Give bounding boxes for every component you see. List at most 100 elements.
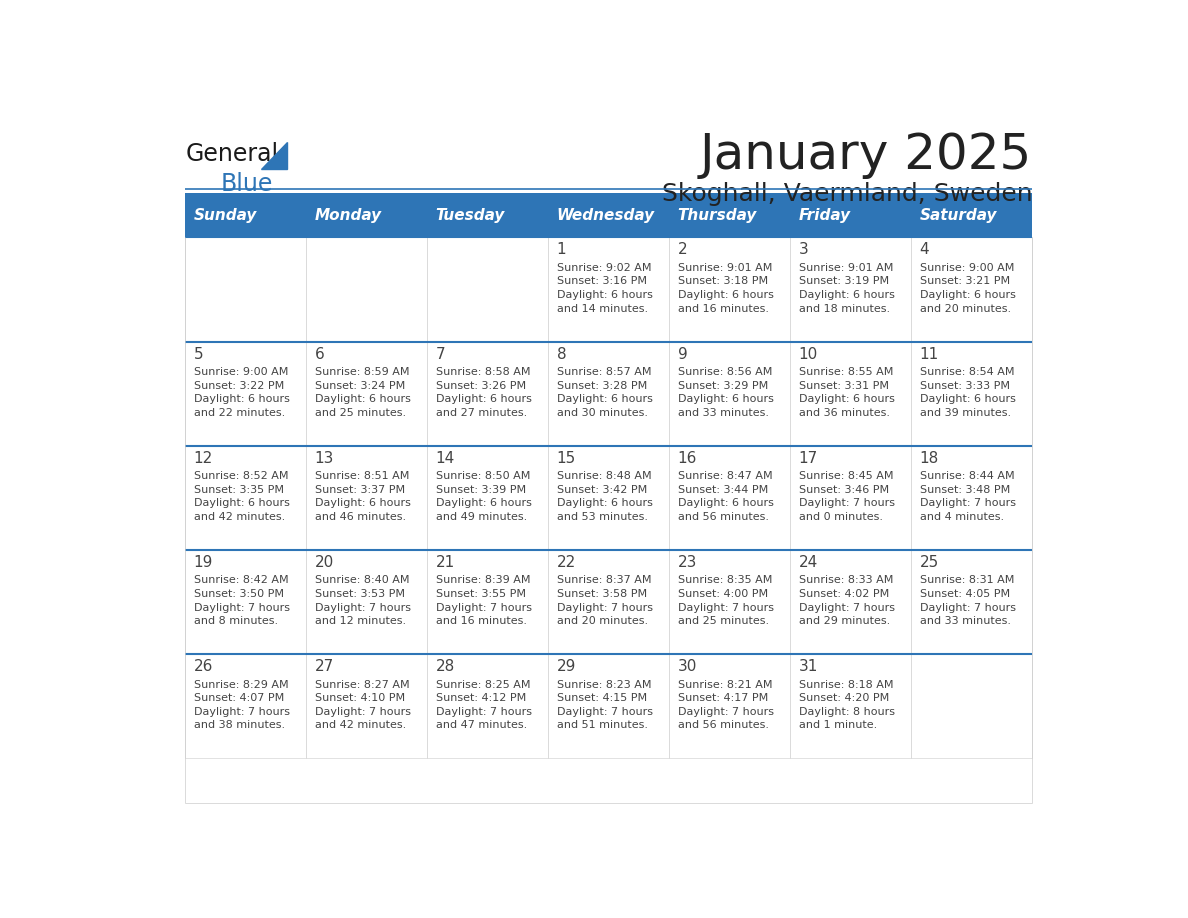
Bar xyxy=(790,341,911,446)
Text: Sunrise: 8:52 AM
Sunset: 3:35 PM
Daylight: 6 hours
and 42 minutes.: Sunrise: 8:52 AM Sunset: 3:35 PM Dayligh… xyxy=(194,471,290,522)
Text: Sunrise: 8:21 AM
Sunset: 4:17 PM
Daylight: 7 hours
and 56 minutes.: Sunrise: 8:21 AM Sunset: 4:17 PM Dayligh… xyxy=(677,679,773,731)
Bar xyxy=(428,193,549,238)
Bar xyxy=(669,341,790,446)
Bar xyxy=(549,341,669,446)
Text: Sunrise: 8:40 AM
Sunset: 3:53 PM
Daylight: 7 hours
and 12 minutes.: Sunrise: 8:40 AM Sunset: 3:53 PM Dayligh… xyxy=(315,576,411,626)
Text: 25: 25 xyxy=(920,554,939,570)
Bar xyxy=(307,655,428,758)
Bar xyxy=(669,655,790,758)
Text: 8: 8 xyxy=(557,346,567,362)
Text: 12: 12 xyxy=(194,451,213,465)
Bar xyxy=(307,193,428,238)
Text: 4: 4 xyxy=(920,242,929,257)
Bar xyxy=(790,238,911,341)
Bar xyxy=(790,550,911,655)
Text: Sunrise: 9:01 AM
Sunset: 3:19 PM
Daylight: 6 hours
and 18 minutes.: Sunrise: 9:01 AM Sunset: 3:19 PM Dayligh… xyxy=(798,263,895,314)
Text: 10: 10 xyxy=(798,346,817,362)
Text: 16: 16 xyxy=(677,451,697,465)
Text: 18: 18 xyxy=(920,451,939,465)
Text: Sunrise: 8:18 AM
Sunset: 4:20 PM
Daylight: 8 hours
and 1 minute.: Sunrise: 8:18 AM Sunset: 4:20 PM Dayligh… xyxy=(798,679,895,731)
Bar xyxy=(911,341,1032,446)
Text: Sunrise: 8:25 AM
Sunset: 4:12 PM
Daylight: 7 hours
and 47 minutes.: Sunrise: 8:25 AM Sunset: 4:12 PM Dayligh… xyxy=(436,679,531,731)
Text: Sunrise: 9:00 AM
Sunset: 3:22 PM
Daylight: 6 hours
and 22 minutes.: Sunrise: 9:00 AM Sunset: 3:22 PM Dayligh… xyxy=(194,367,290,418)
Text: Skoghall, Vaermland, Sweden: Skoghall, Vaermland, Sweden xyxy=(662,183,1032,207)
Bar xyxy=(428,341,549,446)
Bar xyxy=(549,550,669,655)
Bar xyxy=(669,193,790,238)
Bar xyxy=(790,655,911,758)
Text: Sunrise: 8:31 AM
Sunset: 4:05 PM
Daylight: 7 hours
and 33 minutes.: Sunrise: 8:31 AM Sunset: 4:05 PM Dayligh… xyxy=(920,576,1016,626)
Text: 17: 17 xyxy=(798,451,817,465)
Bar xyxy=(549,446,669,550)
Bar xyxy=(428,238,549,341)
Text: Sunrise: 8:56 AM
Sunset: 3:29 PM
Daylight: 6 hours
and 33 minutes.: Sunrise: 8:56 AM Sunset: 3:29 PM Dayligh… xyxy=(677,367,773,418)
Bar xyxy=(307,446,428,550)
Text: 28: 28 xyxy=(436,659,455,674)
Text: Blue: Blue xyxy=(220,173,273,196)
Bar xyxy=(790,193,911,238)
Text: January 2025: January 2025 xyxy=(700,131,1032,179)
Text: Sunrise: 8:51 AM
Sunset: 3:37 PM
Daylight: 6 hours
and 46 minutes.: Sunrise: 8:51 AM Sunset: 3:37 PM Dayligh… xyxy=(315,471,411,522)
Bar xyxy=(669,550,790,655)
Bar xyxy=(911,193,1032,238)
Text: Monday: Monday xyxy=(315,207,381,223)
Text: Sunrise: 8:54 AM
Sunset: 3:33 PM
Daylight: 6 hours
and 39 minutes.: Sunrise: 8:54 AM Sunset: 3:33 PM Dayligh… xyxy=(920,367,1016,418)
Text: 2: 2 xyxy=(677,242,688,257)
Bar xyxy=(911,238,1032,341)
Text: Sunrise: 8:47 AM
Sunset: 3:44 PM
Daylight: 6 hours
and 56 minutes.: Sunrise: 8:47 AM Sunset: 3:44 PM Dayligh… xyxy=(677,471,773,522)
Text: General: General xyxy=(185,142,278,166)
Text: 26: 26 xyxy=(194,659,213,674)
Text: Sunrise: 8:57 AM
Sunset: 3:28 PM
Daylight: 6 hours
and 30 minutes.: Sunrise: 8:57 AM Sunset: 3:28 PM Dayligh… xyxy=(557,367,652,418)
Bar xyxy=(911,446,1032,550)
Bar xyxy=(428,655,549,758)
Polygon shape xyxy=(261,142,286,169)
Text: Wednesday: Wednesday xyxy=(557,207,655,223)
Text: 7: 7 xyxy=(436,346,446,362)
Bar xyxy=(428,550,549,655)
Text: Sunrise: 8:44 AM
Sunset: 3:48 PM
Daylight: 7 hours
and 4 minutes.: Sunrise: 8:44 AM Sunset: 3:48 PM Dayligh… xyxy=(920,471,1016,522)
Text: Sunrise: 8:48 AM
Sunset: 3:42 PM
Daylight: 6 hours
and 53 minutes.: Sunrise: 8:48 AM Sunset: 3:42 PM Dayligh… xyxy=(557,471,652,522)
Text: 1: 1 xyxy=(557,242,567,257)
Bar xyxy=(185,193,307,238)
Text: Thursday: Thursday xyxy=(677,207,757,223)
Text: Sunrise: 8:59 AM
Sunset: 3:24 PM
Daylight: 6 hours
and 25 minutes.: Sunrise: 8:59 AM Sunset: 3:24 PM Dayligh… xyxy=(315,367,411,418)
Text: 14: 14 xyxy=(436,451,455,465)
Text: 13: 13 xyxy=(315,451,334,465)
Text: 9: 9 xyxy=(677,346,688,362)
Bar xyxy=(307,238,428,341)
Bar xyxy=(911,655,1032,758)
Text: Sunrise: 8:45 AM
Sunset: 3:46 PM
Daylight: 7 hours
and 0 minutes.: Sunrise: 8:45 AM Sunset: 3:46 PM Dayligh… xyxy=(798,471,895,522)
Text: 22: 22 xyxy=(557,554,576,570)
Text: Sunrise: 9:02 AM
Sunset: 3:16 PM
Daylight: 6 hours
and 14 minutes.: Sunrise: 9:02 AM Sunset: 3:16 PM Dayligh… xyxy=(557,263,652,314)
Bar xyxy=(428,446,549,550)
Text: Sunrise: 8:55 AM
Sunset: 3:31 PM
Daylight: 6 hours
and 36 minutes.: Sunrise: 8:55 AM Sunset: 3:31 PM Dayligh… xyxy=(798,367,895,418)
Text: Saturday: Saturday xyxy=(920,207,997,223)
Text: 30: 30 xyxy=(677,659,697,674)
Text: Sunrise: 8:23 AM
Sunset: 4:15 PM
Daylight: 7 hours
and 51 minutes.: Sunrise: 8:23 AM Sunset: 4:15 PM Dayligh… xyxy=(557,679,652,731)
Text: Sunrise: 8:39 AM
Sunset: 3:55 PM
Daylight: 7 hours
and 16 minutes.: Sunrise: 8:39 AM Sunset: 3:55 PM Dayligh… xyxy=(436,576,531,626)
Bar xyxy=(549,193,669,238)
Bar xyxy=(669,238,790,341)
Text: 11: 11 xyxy=(920,346,939,362)
Text: 20: 20 xyxy=(315,554,334,570)
Bar xyxy=(307,550,428,655)
Text: Sunrise: 8:29 AM
Sunset: 4:07 PM
Daylight: 7 hours
and 38 minutes.: Sunrise: 8:29 AM Sunset: 4:07 PM Dayligh… xyxy=(194,679,290,731)
Text: 5: 5 xyxy=(194,346,203,362)
Text: 21: 21 xyxy=(436,554,455,570)
Text: Sunrise: 8:42 AM
Sunset: 3:50 PM
Daylight: 7 hours
and 8 minutes.: Sunrise: 8:42 AM Sunset: 3:50 PM Dayligh… xyxy=(194,576,290,626)
Text: 23: 23 xyxy=(677,554,697,570)
Bar xyxy=(669,446,790,550)
Text: Sunrise: 9:00 AM
Sunset: 3:21 PM
Daylight: 6 hours
and 20 minutes.: Sunrise: 9:00 AM Sunset: 3:21 PM Dayligh… xyxy=(920,263,1016,314)
Text: Sunrise: 8:58 AM
Sunset: 3:26 PM
Daylight: 6 hours
and 27 minutes.: Sunrise: 8:58 AM Sunset: 3:26 PM Dayligh… xyxy=(436,367,531,418)
Bar xyxy=(185,341,307,446)
Bar xyxy=(185,446,307,550)
Text: Sunrise: 8:35 AM
Sunset: 4:00 PM
Daylight: 7 hours
and 25 minutes.: Sunrise: 8:35 AM Sunset: 4:00 PM Dayligh… xyxy=(677,576,773,626)
Text: 3: 3 xyxy=(798,242,808,257)
Bar xyxy=(549,238,669,341)
Text: Sunrise: 9:01 AM
Sunset: 3:18 PM
Daylight: 6 hours
and 16 minutes.: Sunrise: 9:01 AM Sunset: 3:18 PM Dayligh… xyxy=(677,263,773,314)
Text: Tuesday: Tuesday xyxy=(436,207,505,223)
Text: Sunday: Sunday xyxy=(194,207,257,223)
Bar xyxy=(911,550,1032,655)
Text: 24: 24 xyxy=(798,554,817,570)
Bar xyxy=(549,655,669,758)
